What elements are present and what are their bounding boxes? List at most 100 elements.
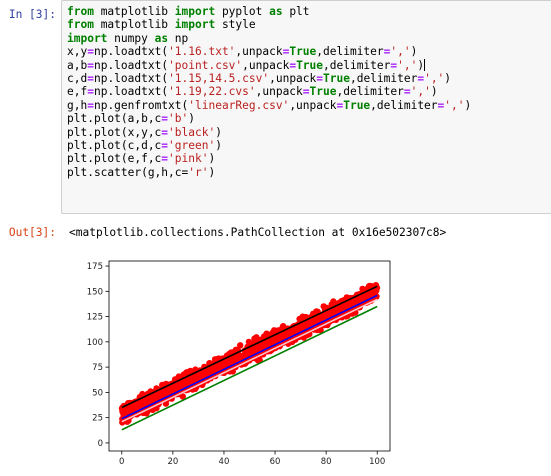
code-token: from: [67, 5, 94, 18]
code-token: ,unpack: [235, 45, 282, 58]
output-prompt: Out[3]:: [2, 226, 56, 239]
x-tick-label: 60: [270, 457, 281, 467]
code-token: ): [411, 45, 418, 58]
code-token: 'linearReg.csv': [188, 99, 289, 112]
code-token: =: [303, 85, 310, 98]
code-token: ,unpack: [269, 72, 316, 85]
code-token: plt.plot(c,d,c: [67, 139, 161, 152]
code-token: style: [215, 18, 255, 31]
code-line: x,y=np.loadtxt('1.16.txt',unpack=True,de…: [67, 45, 471, 58]
code-token: ',': [390, 45, 410, 58]
code-token: ): [417, 59, 424, 72]
code-token: ): [465, 99, 472, 112]
code-token: ',': [444, 99, 464, 112]
y-tick-label: 25: [92, 414, 103, 424]
code-token: ,delimiter: [370, 99, 437, 112]
code-token: ): [215, 139, 222, 152]
code-token: ): [444, 72, 451, 85]
code-token: True: [323, 72, 350, 85]
code-token: from: [67, 18, 94, 31]
y-tick-label: 75: [92, 363, 103, 373]
code-token: ,unpack: [256, 85, 303, 98]
code-token: np.genfromtxt(: [94, 99, 188, 112]
code-token: as: [269, 5, 282, 18]
code-token: g,h: [67, 99, 87, 112]
code-token: =: [87, 59, 94, 72]
code-token: ',': [397, 59, 417, 72]
code-token: True: [296, 59, 323, 72]
y-tick-label: 50: [92, 388, 103, 398]
code-token: pyplot: [215, 5, 269, 18]
code-token: ',': [424, 72, 444, 85]
code-token: ,delimiter: [323, 59, 390, 72]
code-line: a,b=np.loadtxt('point.csv',unpack=True,d…: [67, 59, 471, 72]
code-token: plt.scatter(g,h,c: [67, 166, 182, 179]
code-token: 'r': [188, 166, 208, 179]
x-tick-label: 100: [369, 457, 385, 467]
code-token: ',': [411, 85, 431, 98]
code-token: plt.plot(e,f,c: [67, 152, 161, 165]
code-token: ,delimiter: [336, 85, 403, 98]
code-token: 'black': [168, 126, 215, 139]
input-prompt: In [3]:: [2, 8, 56, 21]
code-line: plt.plot(c,d,c='green'): [67, 139, 471, 152]
scatter-plot: 0 20 40 60 80 100 0 25 50 75 100 125 150 175: [62, 254, 402, 472]
code-token: ,delimiter: [350, 72, 417, 85]
series-line: [122, 286, 377, 407]
code-token: numpy: [107, 32, 154, 45]
code-token: ): [431, 85, 438, 98]
code-editor[interactable]: from matplotlib import pyplot as plt from…: [67, 5, 471, 179]
code-token: np.loadtxt(: [94, 72, 168, 85]
code-token: np: [168, 32, 188, 45]
code-token: c,d: [67, 72, 87, 85]
code-token: =: [87, 45, 94, 58]
code-token: import: [67, 32, 107, 45]
code-cell-input[interactable]: from matplotlib import pyplot as plt from…: [61, 0, 551, 214]
code-token: ): [215, 126, 222, 139]
y-tick-label: 0: [98, 439, 103, 449]
y-tick-label: 150: [87, 287, 103, 297]
code-token: ,delimiter: [316, 45, 383, 58]
code-token: =: [87, 72, 94, 85]
code-token: np.loadtxt(: [94, 59, 168, 72]
code-token: ,unpack: [289, 99, 336, 112]
x-tick-label: 20: [167, 457, 178, 467]
code-token: True: [343, 99, 370, 112]
code-token: matplotlib: [94, 18, 175, 31]
code-line: g,h=np.genfromtxt('linearReg.csv',unpack…: [67, 99, 471, 112]
code-token: import: [175, 5, 215, 18]
code-token: =: [87, 85, 94, 98]
code-token: import: [175, 18, 215, 31]
code-token: matplotlib: [94, 5, 175, 18]
code-token: ): [188, 112, 195, 125]
code-line: e,f=np.loadtxt('1.19,22.cvs',unpack=True…: [67, 85, 471, 98]
series-line: [122, 299, 377, 421]
series-line: [122, 295, 377, 418]
code-token: =: [87, 99, 94, 112]
code-token: '1.15,14.5.csv': [168, 72, 269, 85]
y-tick-label: 125: [87, 313, 103, 323]
code-token: '1.19,22.cvs': [168, 85, 256, 98]
x-tick-label: 80: [321, 457, 332, 467]
y-tick-label: 175: [87, 262, 103, 272]
code-token: 'pink': [168, 152, 208, 165]
code-token: 'green': [168, 139, 215, 152]
scatter-point: [296, 325, 302, 331]
code-token: plt.plot(x,y,c: [67, 126, 161, 139]
code-token: as: [155, 32, 168, 45]
code-line: plt.scatter(g,h,c='r'): [67, 166, 471, 179]
series-line: [122, 307, 377, 430]
code-line: plt.plot(a,b,c='b'): [67, 112, 471, 125]
code-line: plt.plot(e,f,c='pink'): [67, 152, 471, 165]
code-token: e,f: [67, 85, 87, 98]
code-token: =: [316, 72, 323, 85]
code-token: 'b': [168, 112, 188, 125]
y-tick-label: 100: [87, 338, 103, 348]
code-token: plt.plot(a,b,c: [67, 112, 161, 125]
code-token: '1.16.txt': [168, 45, 235, 58]
text-cursor: [424, 59, 425, 71]
code-token: x,y: [67, 45, 87, 58]
code-token: ): [208, 152, 215, 165]
code-token: a,b: [67, 59, 87, 72]
x-tick-label: 40: [219, 457, 230, 467]
